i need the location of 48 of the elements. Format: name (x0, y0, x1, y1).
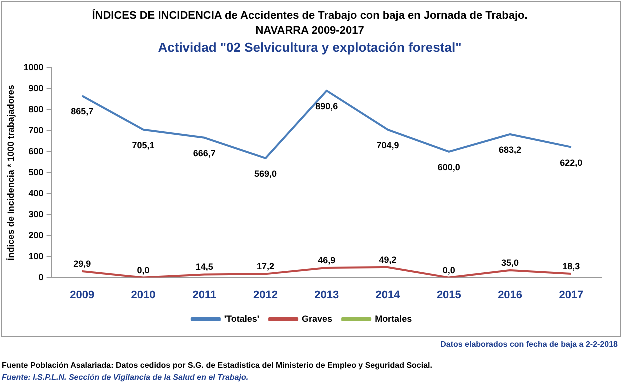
data-label: 49,2 (379, 254, 397, 265)
data-label: 705,1 (132, 140, 155, 150)
x-tick-label: 2015 (436, 289, 462, 302)
data-label: 35,0 (502, 258, 520, 268)
data-label: 17,2 (257, 262, 275, 272)
text: Datos elaborados con fecha de baja a 2-2-2018 (440, 340, 618, 349)
y-tick-label: 600 (28, 146, 44, 156)
data-label: 890,6 (316, 101, 338, 112)
data-label: 666,7 (193, 148, 216, 158)
data-label: 683,2 (499, 144, 522, 155)
y-tick-label: 300 (28, 209, 44, 220)
data-label: 46,9 (318, 255, 336, 266)
data-label: 865,7 (71, 106, 94, 117)
x-tick-label: 2014 (376, 289, 402, 302)
x-tick-label: 2017 (559, 289, 584, 302)
source-note: Fuente Población Asalariada: Datos cedidos por S.G. de Estadística del Ministerio de Empleo y Seguridad Social. (2, 361, 432, 370)
y-tick-label: 900 (28, 83, 44, 94)
x-tick-label: 2011 (192, 289, 217, 302)
legend-label: Graves (302, 314, 333, 324)
y-tick-label: 200 (28, 230, 44, 240)
legend-label: 'Totales' (224, 314, 260, 324)
y-tick-label: 800 (28, 104, 44, 114)
source-note: Fuente: I.S.P.L.N. Sección de Vigilancia de la Salud en el Trabajo. (2, 373, 249, 382)
x-tick-label: 2016 (498, 289, 523, 302)
y-axis-title: Índices de Incidencia * 1000 trabajadores (6, 85, 16, 261)
y-tick-label: 500 (28, 167, 44, 178)
data-label: 14,5 (196, 262, 214, 272)
data-label: 29,9 (74, 259, 92, 270)
data-label: 0,0 (442, 265, 456, 276)
chart-subtitle: NAVARRA 2009-2017 (254, 25, 366, 37)
text: Actividad "02 Selvicultura y explotación forestal" (157, 40, 463, 55)
data-label: 18,3 (562, 261, 580, 272)
x-tick-label: 2010 (131, 289, 156, 302)
x-tick-label: 2012 (254, 289, 278, 302)
data-label: 569,0 (254, 168, 278, 179)
data-label: 622,0 (560, 158, 583, 168)
y-tick-label: 700 (28, 125, 44, 136)
data-label: 0,0 (137, 265, 150, 276)
data-label: 704,9 (376, 140, 400, 150)
x-tick-label: 2009 (70, 289, 95, 302)
legend-label: Mortales (375, 314, 412, 324)
y-tick-label: 100 (28, 251, 44, 262)
y-tick-label: 0 (38, 272, 44, 282)
x-tick-label: 2013 (314, 289, 340, 302)
chart-title: ÍNDICES DE INCIDENCIA de Accidentes de Trabajo con baja en Jornada de Trabajo. (91, 10, 529, 22)
data-label: 600,0 (438, 162, 460, 172)
y-tick-label: 400 (28, 188, 44, 198)
y-tick-label: 1000 (24, 62, 44, 72)
